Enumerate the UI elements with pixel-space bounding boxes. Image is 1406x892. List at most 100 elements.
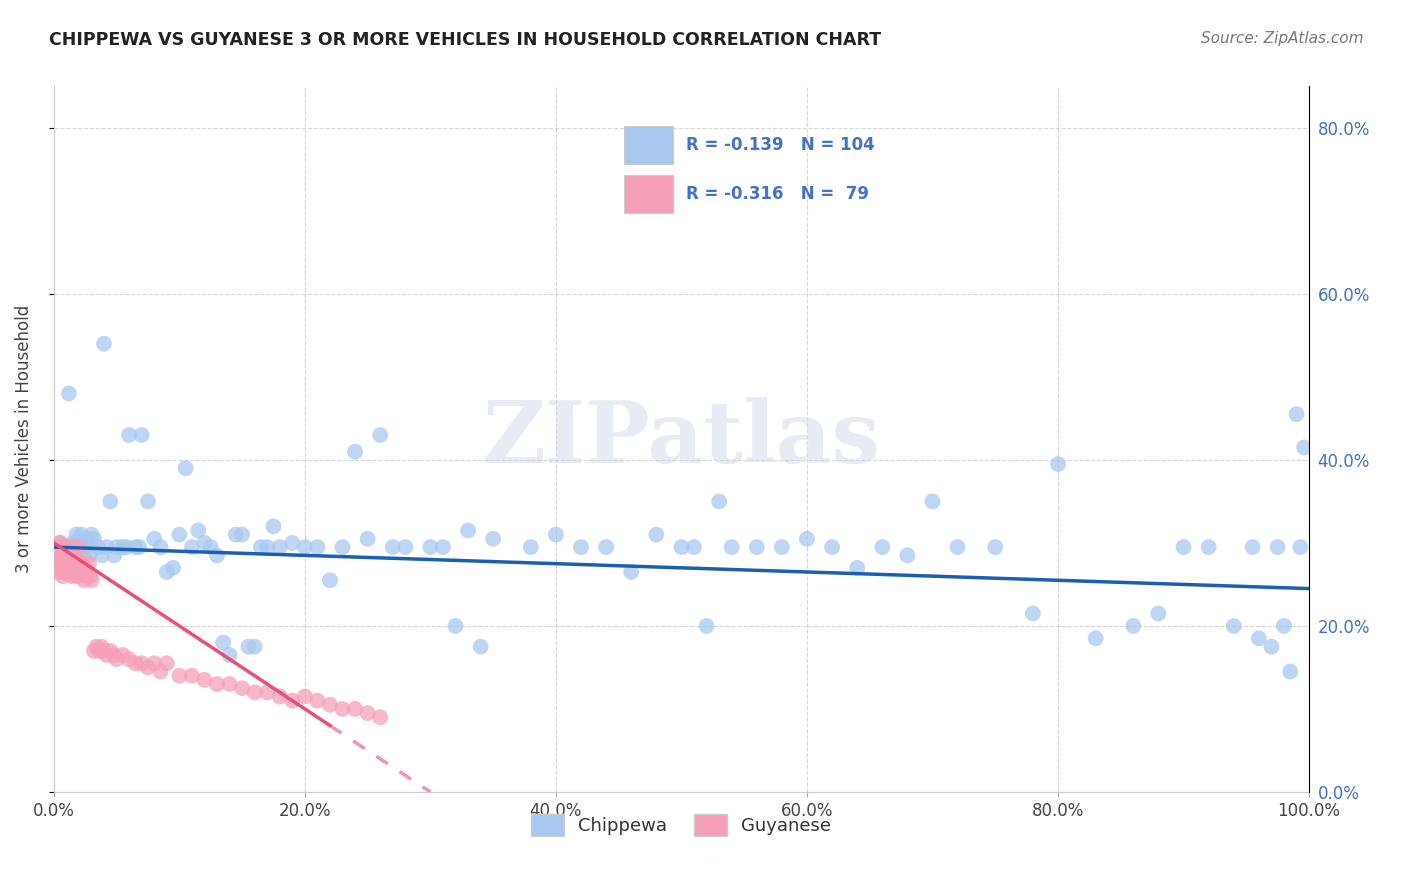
Point — [256, 540, 278, 554]
Point — [115, 540, 138, 554]
Point — [44, 552, 66, 566]
Point — [83, 644, 105, 658]
Point — [65, 569, 87, 583]
Point — [83, 532, 105, 546]
Point — [96, 648, 118, 662]
Point — [87, 644, 110, 658]
Text: R = -0.316   N =  79: R = -0.316 N = 79 — [686, 186, 869, 203]
Point — [52, 569, 75, 583]
Point — [218, 648, 240, 662]
Point — [294, 540, 316, 554]
Point — [72, 540, 94, 554]
Point — [76, 569, 98, 583]
Point — [180, 669, 202, 683]
Point — [93, 336, 115, 351]
Point — [720, 540, 742, 554]
Point — [671, 540, 693, 554]
Point — [63, 557, 86, 571]
Point — [124, 657, 146, 671]
Point — [93, 644, 115, 658]
Point — [156, 657, 179, 671]
Point — [1198, 540, 1220, 554]
Point — [70, 565, 93, 579]
Point — [946, 540, 969, 554]
FancyBboxPatch shape — [624, 175, 673, 213]
Point — [319, 574, 342, 588]
Point — [984, 540, 1007, 554]
Point — [1022, 607, 1045, 621]
Point — [595, 540, 617, 554]
Point — [128, 540, 150, 554]
Point — [143, 657, 166, 671]
Point — [821, 540, 844, 554]
Point — [846, 561, 869, 575]
Point — [136, 494, 159, 508]
Point — [1122, 619, 1144, 633]
Point — [444, 619, 467, 633]
Point — [111, 540, 134, 554]
Point — [67, 540, 90, 554]
Text: ZIPatlas: ZIPatlas — [482, 397, 880, 481]
Point — [645, 527, 668, 541]
Point — [49, 552, 72, 566]
Point — [269, 540, 291, 554]
Point — [281, 536, 304, 550]
Legend: Chippewa, Guyanese: Chippewa, Guyanese — [524, 806, 838, 843]
Point — [73, 574, 96, 588]
Point — [212, 635, 235, 649]
Point — [52, 549, 75, 563]
Point — [1173, 540, 1195, 554]
Point — [218, 677, 240, 691]
Point — [53, 540, 76, 554]
Point — [419, 540, 441, 554]
Point — [344, 444, 367, 458]
Point — [98, 644, 121, 658]
Point — [131, 428, 153, 442]
Point — [796, 532, 818, 546]
Point — [66, 565, 89, 579]
Point — [103, 648, 125, 662]
Point — [62, 565, 84, 579]
Point — [193, 673, 215, 687]
Point — [96, 540, 118, 554]
Point — [1272, 619, 1295, 633]
Point — [307, 540, 329, 554]
Point — [63, 549, 86, 563]
Point — [76, 532, 98, 546]
Point — [80, 574, 103, 588]
Point — [111, 648, 134, 662]
Point — [231, 527, 253, 541]
Point — [1260, 640, 1282, 654]
Point — [63, 561, 86, 575]
Point — [707, 494, 730, 508]
Point — [75, 561, 97, 575]
Point — [620, 565, 643, 579]
Point — [231, 681, 253, 696]
Point — [55, 540, 77, 554]
Point — [60, 544, 83, 558]
Point — [432, 540, 454, 554]
Point — [169, 527, 191, 541]
Point — [87, 540, 110, 554]
Point — [896, 549, 918, 563]
Point — [1222, 619, 1244, 633]
Point — [45, 561, 67, 575]
Point — [86, 640, 108, 654]
Point — [1047, 457, 1070, 471]
Point — [187, 524, 209, 538]
Point — [55, 549, 77, 563]
Point — [118, 652, 141, 666]
Point — [921, 494, 943, 508]
Point — [62, 536, 84, 550]
Point — [470, 640, 492, 654]
Point — [243, 640, 266, 654]
Point — [58, 557, 80, 571]
Point — [65, 552, 87, 566]
Point — [205, 677, 228, 691]
Text: Source: ZipAtlas.com: Source: ZipAtlas.com — [1201, 31, 1364, 46]
Point — [67, 536, 90, 550]
Point — [569, 540, 592, 554]
Point — [73, 549, 96, 563]
Point — [1289, 540, 1312, 554]
Point — [193, 536, 215, 550]
